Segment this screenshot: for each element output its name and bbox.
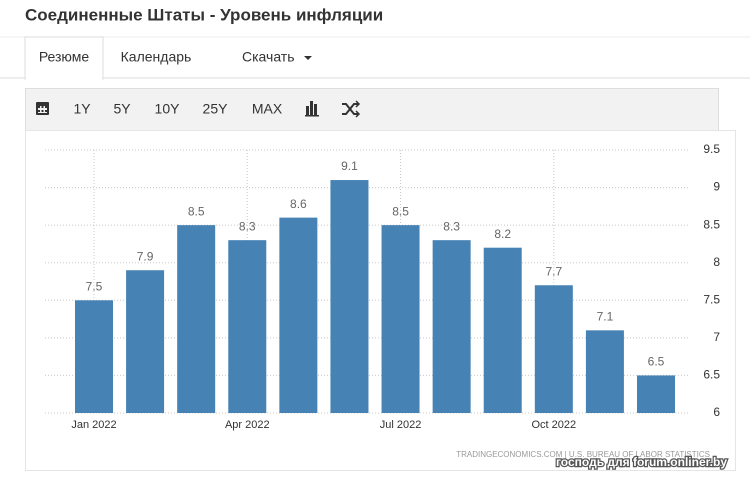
bar (432, 240, 471, 413)
value-label: 7.9 (137, 249, 154, 263)
range-button[interactable]: 1Y (73, 101, 91, 117)
value-label: 7.5 (86, 279, 103, 293)
watermark: господь для forum.onliner.by (556, 455, 727, 469)
value-label: 7.1 (597, 310, 614, 324)
toolbar (25, 88, 719, 131)
bar (483, 247, 522, 413)
x-tick-label: Oct 2022 (531, 419, 576, 431)
bar (534, 285, 573, 413)
y-tick-label: 6 (713, 405, 720, 419)
plot: 6 6.5 7 7.5 8 8.5 9 9.5 Jan 2022 7.5 7.9 8.5 Apr 202… (45, 142, 720, 431)
y-tick-label: 9 (713, 180, 720, 194)
active-tab[interactable] (24, 36, 104, 80)
bar (228, 240, 267, 413)
bar (585, 330, 624, 413)
y-tick-label: 6.5 (703, 368, 720, 382)
x-tick-label: Jul 2022 (380, 419, 422, 431)
range-button[interactable]: 10Y (155, 101, 181, 117)
x-tick-label: Apr 2022 (225, 419, 270, 431)
value-label: 8.3 (239, 219, 256, 233)
bar-icon[interactable] (305, 101, 319, 117)
range-button[interactable]: MAX (252, 101, 283, 117)
bar (381, 225, 420, 413)
bar (126, 270, 165, 413)
tab[interactable]: Скачать (242, 49, 295, 65)
bar (279, 217, 318, 413)
bar (637, 375, 675, 413)
bar (330, 180, 369, 413)
page-title: Соединенные Штаты - Уровень инфляции (25, 5, 383, 24)
source-note: TRADINGECONOMICS.COM | U.S. BUREAU OF LA… (456, 450, 710, 459)
value-label: 7.7 (545, 264, 562, 278)
value-label: 8.6 (290, 197, 307, 211)
calendar-icon[interactable] (36, 102, 49, 115)
bar (75, 300, 113, 413)
active-tab-gap (26, 77, 102, 80)
tab[interactable]: Календарь (121, 49, 192, 65)
y-tick-label: 8 (713, 255, 720, 269)
value-label: 9.1 (341, 159, 358, 173)
tab[interactable]: Резюме (39, 49, 90, 65)
toolbar-buttons: 1Y 5Y 10Y 25Y MAX (73, 101, 282, 117)
range-button[interactable]: 5Y (113, 101, 131, 117)
range-button[interactable]: 25Y (203, 101, 229, 117)
x-tick-label: Jan 2022 (71, 419, 116, 431)
shuffle-icon[interactable] (342, 100, 361, 118)
value-label: 8.5 (188, 204, 205, 218)
value-label: 6.5 (648, 355, 665, 369)
caret (304, 56, 312, 60)
bar (177, 225, 216, 413)
y-tick-label: 9.5 (703, 142, 720, 156)
value-label: 8.5 (392, 204, 409, 218)
value-label: 8.2 (494, 227, 511, 241)
y-tick-label: 8.5 (703, 217, 720, 231)
value-label: 8.3 (443, 219, 460, 233)
y-tick-label: 7.5 (703, 292, 720, 306)
y-tick-label: 7 (713, 330, 720, 344)
